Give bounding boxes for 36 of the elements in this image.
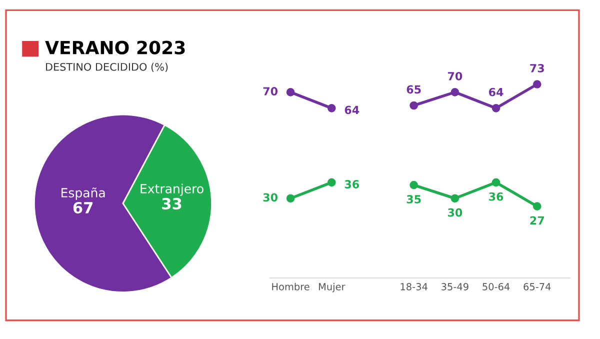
chart-title: VERANO 2023 — [45, 40, 185, 54]
data-label: 64 — [488, 88, 504, 96]
point — [450, 88, 460, 96]
point — [286, 194, 295, 203]
data-label: 36 — [489, 192, 504, 201]
data-label: 35 — [406, 195, 421, 204]
point — [532, 202, 542, 210]
data-label: 70 — [448, 72, 462, 80]
x-tick-label: 35-49 — [442, 283, 468, 290]
data-label: 30 — [448, 208, 462, 217]
data-label: 67 — [73, 202, 92, 214]
slice-label: España — [62, 188, 105, 200]
point — [286, 88, 295, 96]
data-label: 64 — [344, 106, 360, 114]
point — [532, 80, 542, 88]
data-label: 30 — [263, 193, 278, 202]
data-label: 70 — [263, 87, 278, 96]
x-tick-label: 50-64 — [482, 283, 510, 290]
point — [327, 104, 336, 112]
point — [450, 194, 460, 203]
chart-subtitle: DESTINO DECIDIDO (%) — [46, 62, 168, 72]
point — [327, 178, 336, 187]
x-tick-label: 65-74 — [524, 283, 551, 290]
data-label: 65 — [406, 85, 421, 94]
x-tick-label: Mujer — [318, 282, 346, 292]
x-tick-label: 18-34 — [400, 283, 428, 290]
data-label: 36 — [344, 180, 360, 188]
point — [492, 104, 500, 112]
x-tick-label: Hombre — [272, 282, 310, 290]
point — [492, 178, 500, 187]
data-label: 27 — [530, 216, 544, 224]
point — [410, 101, 418, 110]
slice-label: Extranjero — [140, 184, 204, 196]
point — [410, 180, 418, 190]
data-label: 73 — [530, 64, 544, 72]
data-label: 33 — [162, 198, 182, 210]
